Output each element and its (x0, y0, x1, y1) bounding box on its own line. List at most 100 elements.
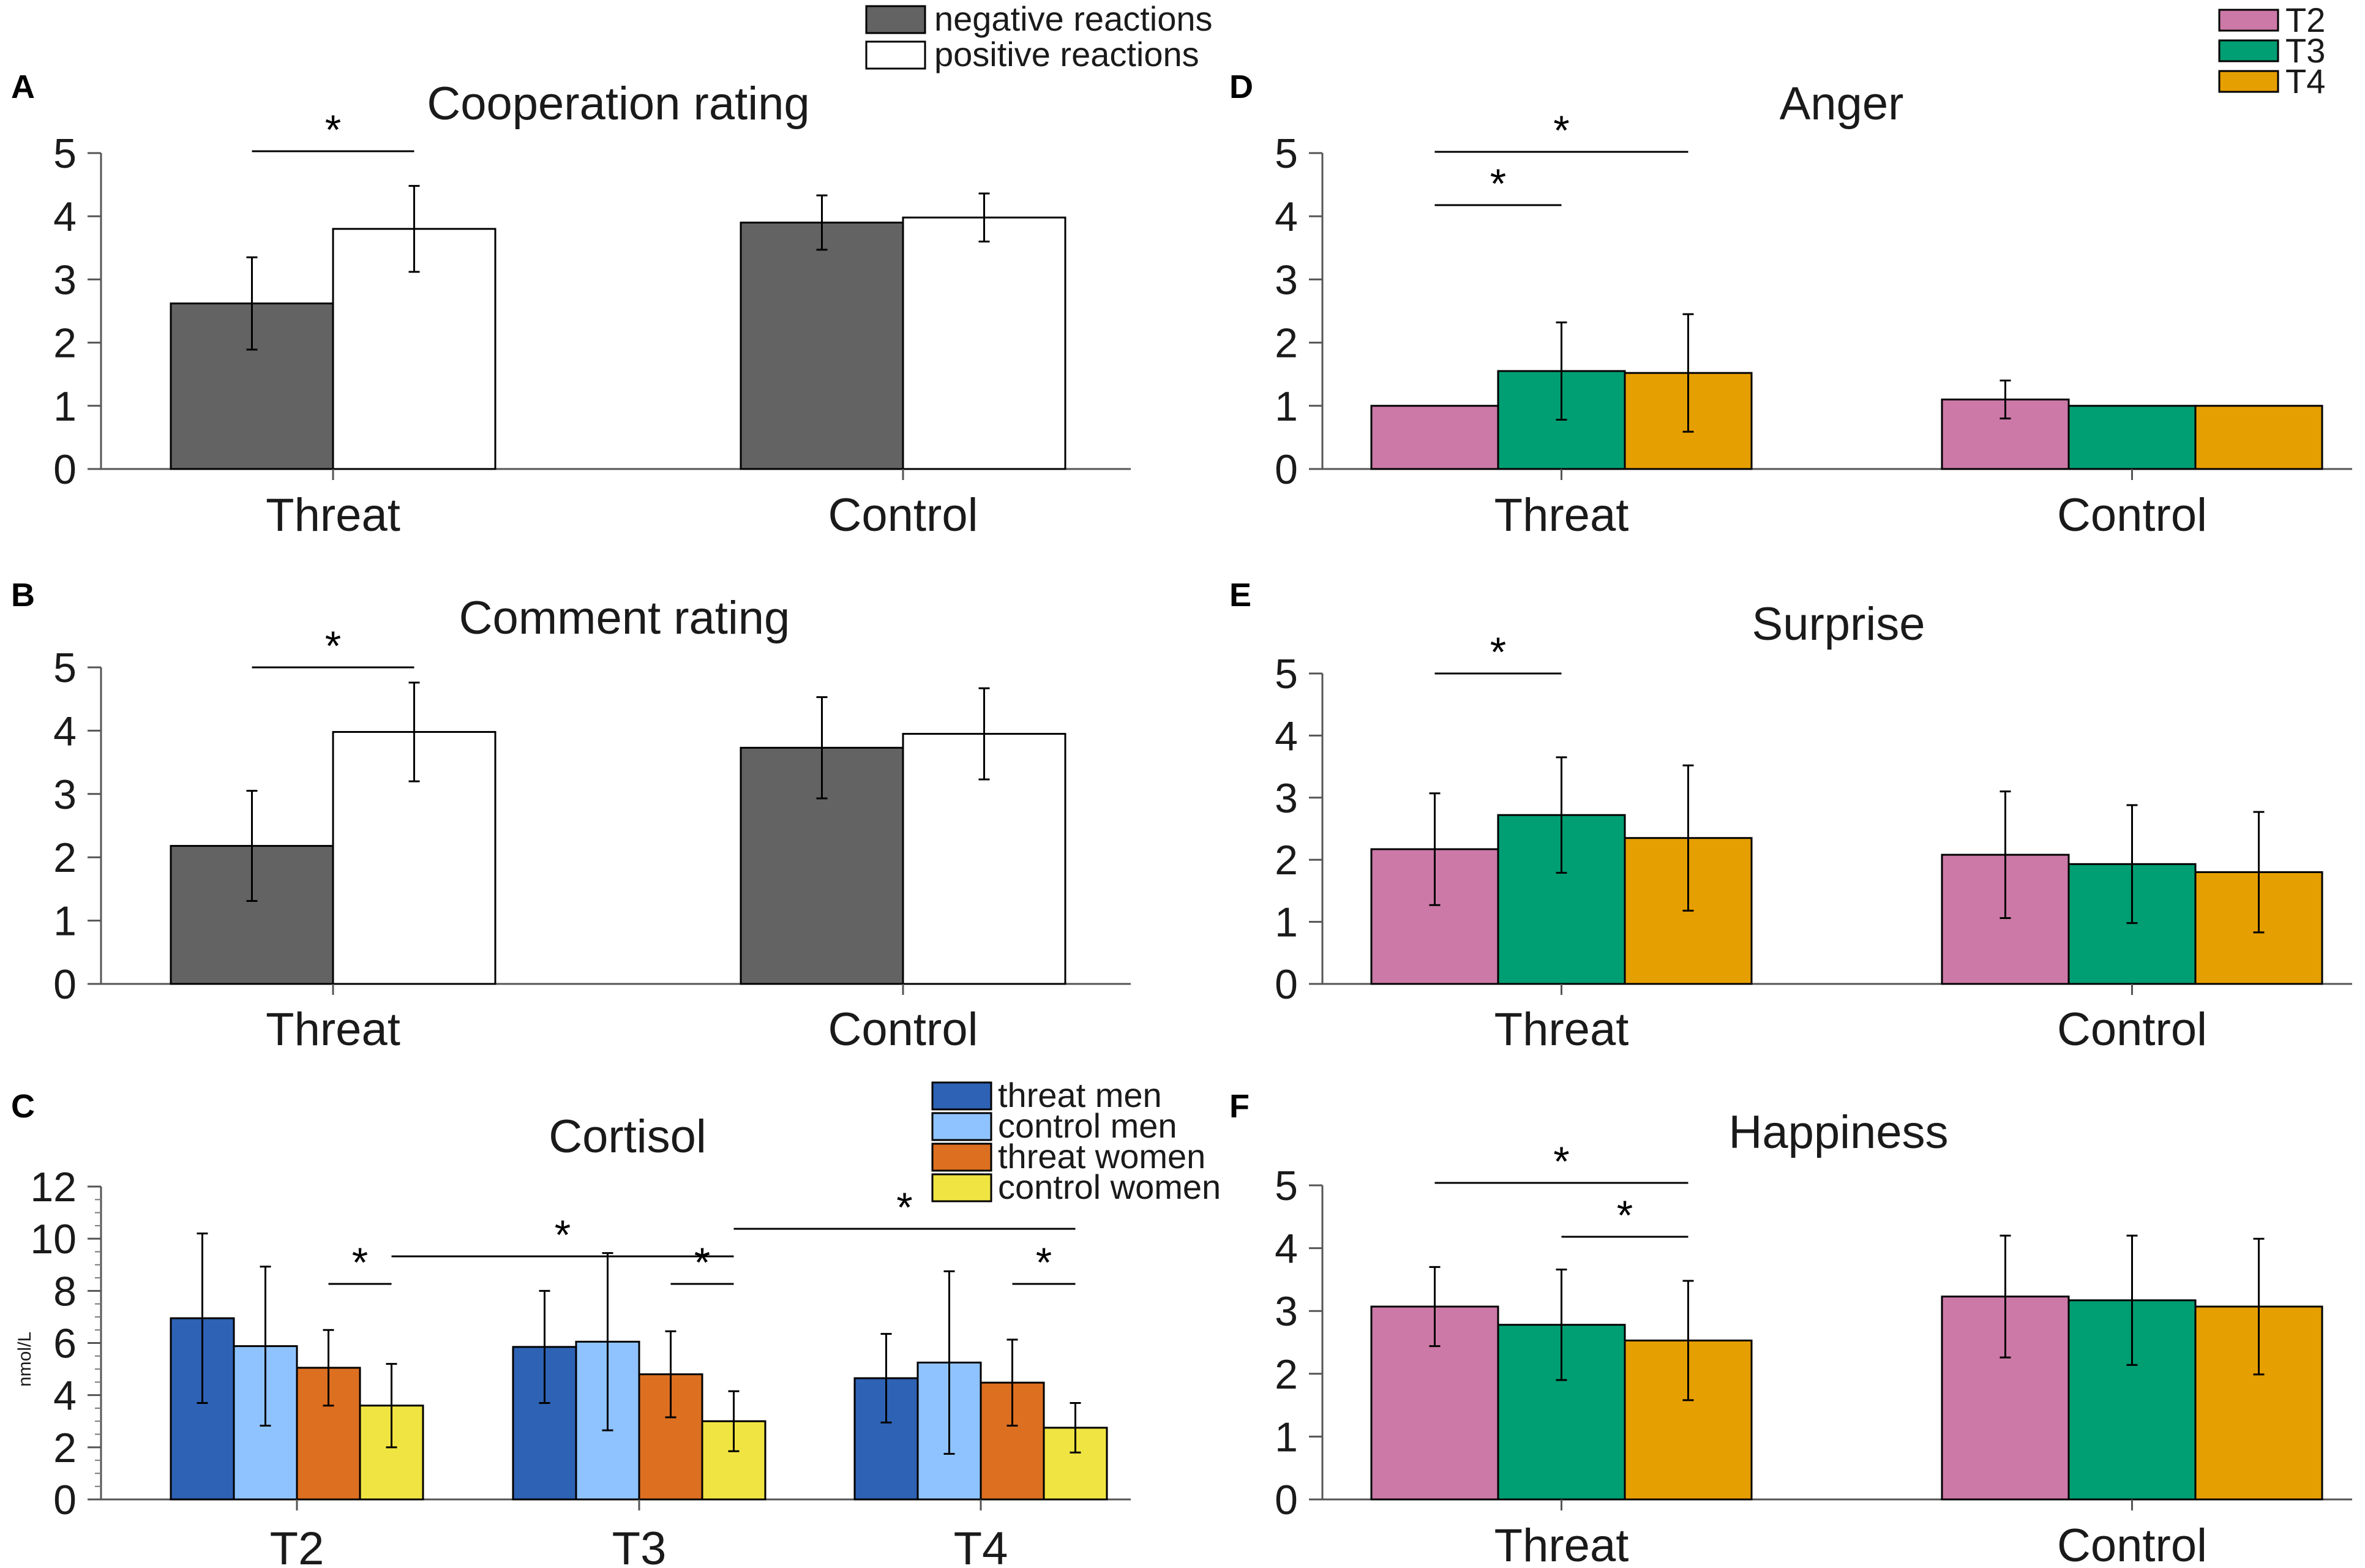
panel-happiness: F Happiness 0 1 2 3 4 5 Threat Control * * (1229, 1088, 2352, 1568)
legend-label-positive: positive reactions (934, 35, 1199, 73)
y-tick-label: 4 (53, 193, 77, 240)
legend-swatch-threat-men (931, 1081, 992, 1111)
y-tick-label: 0 (1275, 1477, 1298, 1523)
y-tick-label: 2 (53, 835, 77, 881)
legend-label-t4: T4 (2285, 62, 2325, 100)
x-tick-label: Control (2057, 489, 2207, 541)
x-tick-label: T3 (612, 1523, 667, 1568)
y-tick-label: 5 (53, 645, 77, 691)
significance-star: * (1553, 1138, 1569, 1185)
panel-letter: C (11, 1088, 35, 1125)
y-tick-label: 1 (1275, 899, 1298, 946)
y-tick-label: 1 (53, 383, 77, 430)
x-tick-label: T4 (954, 1523, 1008, 1568)
significance-star: * (1617, 1192, 1633, 1239)
legend-label-t3: T3 (2285, 31, 2325, 70)
panel-title: Anger (1780, 78, 1904, 130)
panel-title: Happiness (1728, 1106, 1948, 1158)
significance-star: * (1490, 160, 1506, 207)
legend-label-threat-men: threat men (998, 1076, 1162, 1114)
significance-star: * (555, 1212, 571, 1258)
y-tick-label: 0 (1275, 961, 1298, 1008)
legend-reactions: negative reactions positive reactions (865, 0, 1213, 73)
y-tick-label: 5 (1275, 1163, 1298, 1209)
bar (1370, 405, 1499, 470)
legend-swatch-positive (865, 40, 926, 70)
panel-anger: D Anger 0 1 2 3 4 5 Threat Control * * (1229, 69, 2352, 541)
x-tick-label: Threat (1494, 489, 1629, 541)
significance-star: * (325, 623, 341, 669)
y-tick-label: 4 (1275, 1226, 1298, 1272)
y-tick-label: 1 (1275, 1414, 1298, 1460)
y-tick-label: 3 (1275, 775, 1298, 822)
legend-swatch-negative (865, 5, 926, 34)
significance-star: * (896, 1184, 912, 1231)
y-tick-label: 2 (1275, 1351, 1298, 1398)
y-tick-label: 4 (53, 1373, 77, 1419)
panel-title: Cortisol (549, 1111, 707, 1163)
legend-swatch-control-women (931, 1173, 992, 1202)
y-tick-label: 8 (53, 1268, 77, 1315)
panel-letter: F (1229, 1088, 1250, 1125)
legend-swatch-t3 (2218, 39, 2279, 62)
y-tick-label: 12 (30, 1164, 77, 1210)
significance-star: * (352, 1239, 368, 1286)
bar (2067, 405, 2197, 470)
y-axis-label: nmol/L (15, 1332, 35, 1387)
y-tick-label: 4 (1275, 713, 1298, 759)
panel-surprise: E Surprise 0 1 2 3 4 5 Threat Control * (1229, 577, 2352, 1056)
legend-swatch-t4 (2218, 70, 2279, 93)
x-tick-label: Control (2057, 1520, 2207, 1568)
y-tick-label: 1 (53, 898, 77, 945)
y-tick-label: 3 (53, 257, 77, 303)
panel-cooperation-rating: A Cooperation rating 0 1 2 3 4 5 Threat Control… (11, 69, 1131, 541)
significance-star: * (694, 1239, 710, 1286)
panel-cortisol: C Cortisol nmol/L 0 2 4 6 8 10 12 T2 T3 T4 * * * * * (11, 1088, 1131, 1568)
significance-star: * (1553, 107, 1569, 154)
panel-letter: E (1229, 577, 1251, 613)
legend-timepoints: T2 T3 T4 (2218, 1, 2325, 100)
legend-swatch-control-men (931, 1112, 992, 1141)
y-tick-label: 0 (53, 1477, 77, 1523)
legend-label-control-women: control women (998, 1168, 1221, 1206)
bar (2194, 405, 2323, 470)
significance-star: * (325, 107, 341, 153)
y-tick-label: 1 (1275, 383, 1298, 430)
y-tick-label: 0 (53, 961, 77, 1008)
legend-swatch-t2 (2218, 9, 2279, 32)
legend-swatch-threat-women (931, 1142, 992, 1172)
y-tick-label: 5 (1275, 130, 1298, 177)
y-tick-label: 5 (1275, 651, 1298, 697)
y-tick-label: 2 (53, 1425, 77, 1471)
legend-label-negative: negative reactions (934, 0, 1213, 38)
panel-title: Surprise (1752, 598, 1925, 650)
y-tick-label: 2 (53, 320, 77, 367)
y-tick-label: 4 (53, 708, 77, 754)
panel-comment-rating: B Comment rating 0 1 2 3 4 5 Threat Control * (11, 577, 1131, 1056)
legend-label-t2: T2 (2285, 1, 2325, 39)
panel-letter: A (11, 69, 35, 105)
significance-star: * (1036, 1239, 1052, 1286)
y-tick-label: 10 (30, 1216, 77, 1262)
y-tick-label: 3 (53, 771, 77, 818)
x-tick-label: Threat (266, 489, 400, 541)
y-tick-label: 5 (53, 130, 77, 177)
x-tick-label: Threat (266, 1003, 400, 1056)
bar (740, 222, 904, 470)
legend-label-threat-women: threat women (998, 1137, 1205, 1176)
y-tick-label: 4 (1275, 193, 1298, 240)
x-tick-label: Threat (1494, 1520, 1629, 1568)
x-tick-label: Control (828, 489, 978, 541)
y-tick-label: 2 (1275, 837, 1298, 883)
y-tick-label: 2 (1275, 320, 1298, 367)
x-tick-label: Control (2057, 1003, 2207, 1056)
y-tick-label: 3 (1275, 1288, 1298, 1335)
y-tick-label: 6 (53, 1321, 77, 1367)
panel-letter: D (1229, 69, 1253, 105)
y-tick-label: 3 (1275, 257, 1298, 303)
x-tick-label: Threat (1494, 1003, 1629, 1056)
legend-label-control-men: control men (998, 1106, 1177, 1145)
y-tick-label: 0 (1275, 446, 1298, 493)
x-tick-label: T2 (270, 1523, 324, 1568)
